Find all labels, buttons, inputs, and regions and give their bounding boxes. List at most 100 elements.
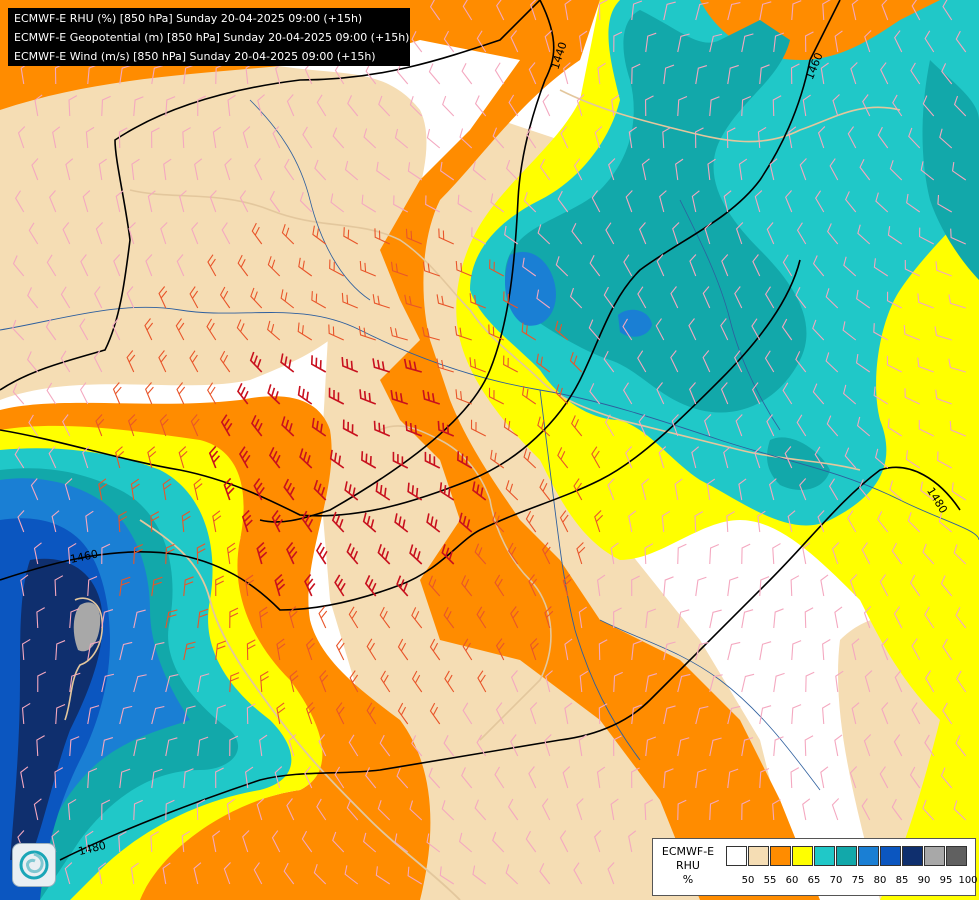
wind-barb <box>45 318 57 341</box>
wind-barb <box>373 420 391 437</box>
wind-barb <box>276 638 286 661</box>
wind-barb <box>506 159 519 181</box>
legend-swatch <box>946 846 967 866</box>
wind-barb <box>707 158 716 181</box>
wind-barb <box>267 320 281 341</box>
wind-barb <box>363 832 377 853</box>
wind-barb <box>390 326 408 341</box>
wind-barb <box>510 734 519 757</box>
wind-barb <box>341 357 359 373</box>
wind-barb <box>924 30 935 53</box>
wind-barb <box>281 416 295 437</box>
wind-barb <box>272 126 281 149</box>
wind-barb <box>238 446 251 469</box>
wind-barb <box>887 226 903 245</box>
wind-barb <box>54 767 64 789</box>
wind-barb <box>589 254 601 277</box>
wind-barb <box>165 96 176 117</box>
wind-barb <box>313 479 327 501</box>
wind-barb <box>441 544 455 565</box>
wind-barb <box>372 358 390 373</box>
legend-tick-label: 90 <box>917 875 931 886</box>
wind-barb <box>856 289 871 309</box>
wind-barb <box>911 702 921 725</box>
wind-barb <box>603 286 615 309</box>
wind-barb <box>738 158 748 181</box>
wind-barb <box>571 415 583 437</box>
river <box>249 99 371 301</box>
wind-barb <box>709 799 719 821</box>
wind-barb <box>537 224 551 245</box>
wind-barb <box>14 446 25 469</box>
wind-barb <box>119 64 131 85</box>
wind-barb <box>641 478 650 501</box>
wind-barb <box>759 641 772 661</box>
wind-barb <box>741 33 754 53</box>
wind-barb <box>206 318 217 341</box>
wind-barb <box>274 573 286 597</box>
wind-barb <box>564 0 573 21</box>
wind-barb <box>226 542 236 565</box>
wind-barb <box>859 158 871 181</box>
wind-barb <box>379 606 391 629</box>
wind-barb <box>280 353 295 373</box>
wind-barb <box>594 126 603 149</box>
wind-barb <box>539 158 551 181</box>
wind-barb <box>799 478 807 501</box>
wind-barb <box>358 325 376 341</box>
wind-barb <box>873 323 889 341</box>
wind-barb <box>283 478 295 501</box>
wind-barb <box>403 358 422 373</box>
wind-barb <box>328 387 345 405</box>
wind-barb <box>672 222 680 245</box>
wind-barb <box>631 63 641 85</box>
wind-barb <box>523 192 537 213</box>
wind-barb <box>82 190 91 213</box>
legend-tick-label: 95 <box>939 875 953 886</box>
wind-barb <box>610 798 619 821</box>
wind-barb <box>329 449 345 469</box>
wind-barb <box>702 350 711 373</box>
wind-barb <box>477 670 487 693</box>
wind-barb <box>820 766 829 789</box>
wind-barb <box>802 542 811 565</box>
map-title-box: ECMWF-E RHU (%) [850 hPa] Sunday 20-04-2… <box>8 8 410 66</box>
wind-barb <box>787 510 796 533</box>
wind-barb <box>318 734 327 757</box>
wind-barb <box>727 64 739 85</box>
wind-barb <box>151 642 165 661</box>
wind-barb <box>181 830 191 853</box>
wind-barb <box>492 127 505 149</box>
wind-barb <box>721 254 729 277</box>
wind-barb <box>145 382 154 405</box>
wind-barb <box>12 319 25 341</box>
wind-barb <box>346 543 359 565</box>
wind-barb <box>364 575 377 597</box>
wind-barb <box>297 322 313 341</box>
wind-barb <box>597 62 606 85</box>
wind-barb <box>539 863 551 885</box>
wind-barb <box>822 639 831 661</box>
wind-barb <box>503 291 519 309</box>
wind-barbs <box>12 0 967 885</box>
wind-barb <box>429 702 441 725</box>
wind-barb <box>796 222 807 245</box>
wind-barb <box>344 865 359 885</box>
wind-barb <box>21 702 31 725</box>
wind-barb <box>658 446 667 469</box>
wind-barb <box>881 0 889 21</box>
wind-barb <box>459 128 473 149</box>
wind-barb <box>677 737 690 757</box>
wind-barb <box>844 447 857 469</box>
wind-barb <box>877 126 889 149</box>
wind-barb <box>390 261 408 277</box>
wind-barb <box>64 478 73 501</box>
wind-barb <box>689 382 697 405</box>
wind-barb <box>37 671 47 693</box>
wind-barb <box>490 449 505 469</box>
wind-barb <box>283 862 295 885</box>
wind-barb <box>910 62 921 85</box>
wind-barb <box>542 542 551 565</box>
wind-barb <box>259 606 269 629</box>
wind-barb <box>858 479 871 501</box>
